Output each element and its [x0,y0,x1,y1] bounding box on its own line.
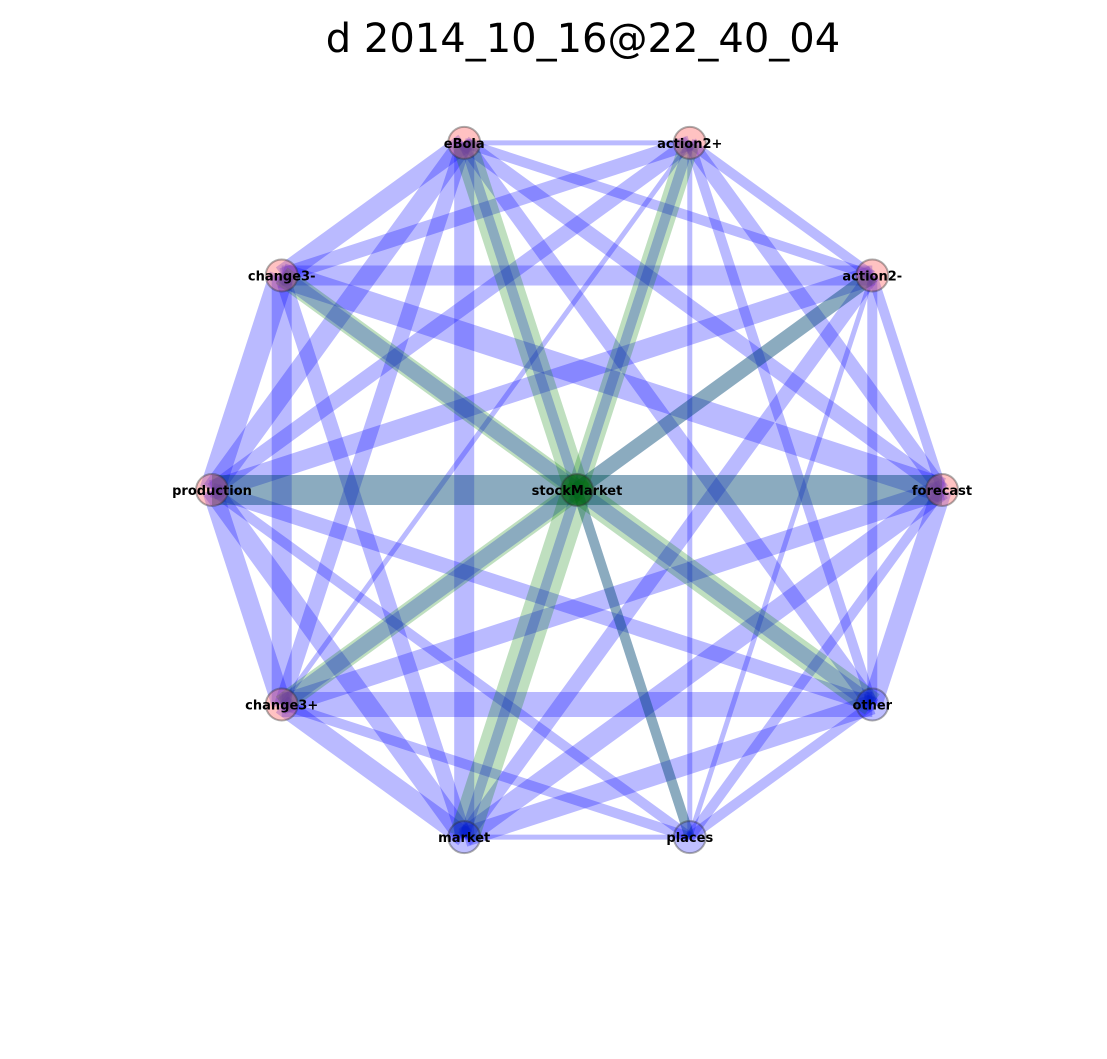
node-label-stockMarket: stockMarket [532,484,623,499]
edge-market-production [203,484,473,844]
node-change3- [264,258,299,293]
edge-other-places [686,700,876,842]
node-label-change3+: change3+ [245,699,318,714]
node-places [672,820,707,855]
node-label-places: places [666,831,713,846]
edge-other-market [461,695,876,847]
node-market [447,820,482,855]
edge-market-change3- [274,273,472,840]
edge-forecast-change3- [277,263,946,502]
node-label-action2+: action2+ [657,137,722,152]
edge-change3+-production [202,486,292,708]
edge-places-change3+ [280,699,692,842]
edge-eBola-production [203,136,473,496]
edge-eBola-other [458,138,879,709]
node-forecast [925,473,959,507]
edge-eBola-action2- [462,138,874,281]
hub-edge-change3- [275,267,583,499]
node-label-forecast: forecast [912,484,972,499]
edge-action2+-change3+ [279,141,692,707]
node-label-production: production [172,484,252,499]
hub-edge-other [569,479,880,715]
edge-action2--market [458,271,879,842]
hub-edges-layer [212,139,942,842]
edge-action2--places [687,274,875,838]
node-other [855,687,890,722]
edge-action2--forecast [867,273,947,492]
nodes-layer [195,125,959,855]
edge-action2+-forecast [683,138,949,495]
edge-market-change3+ [275,696,471,846]
edge-forecast-places [685,487,947,841]
edge-eBola-change3+ [274,140,472,707]
edge-action2--production [208,265,876,500]
node-label-market: market [438,831,490,846]
hub-edge-action2- [572,269,877,497]
node-label-other: other [852,699,892,714]
edge-forecast-market [458,481,948,846]
edge-other-production [209,482,875,712]
edges-layer [200,134,952,847]
edge-eBola-forecast [459,136,947,497]
edge-places-production [209,485,693,842]
edge-action2+-production [207,136,695,497]
edge-forecast-other [862,486,952,708]
hub-edge-places [572,488,695,839]
hub-edge-market [449,485,592,842]
hub-edge-change3+ [275,481,583,713]
node-eBola [447,125,482,160]
node-label-change3-: change3- [248,269,316,284]
edge-eBola-change3- [275,134,471,284]
edge-forecast-change3+ [278,480,946,715]
node-action2+ [672,125,707,160]
node-change3+ [264,687,299,722]
node-stockMarket [560,473,594,507]
node-label-action2-: action2- [842,269,902,284]
node-label-eBola: eBola [444,137,485,152]
edge-action2+-other [685,141,878,707]
labels-layer: eBola action2+ action2- forecast other places… [172,137,972,846]
node-action2- [855,258,890,293]
graph-title: d 2014_10_16@22_40_04 [326,16,840,62]
hub-edge-action2+ [567,139,700,494]
edge-action2+-change3- [279,135,693,283]
edge-action2+-action2- [686,138,876,280]
edge-production-change3- [200,271,294,494]
hub-edge-eBola [452,139,589,494]
node-production [195,473,229,507]
